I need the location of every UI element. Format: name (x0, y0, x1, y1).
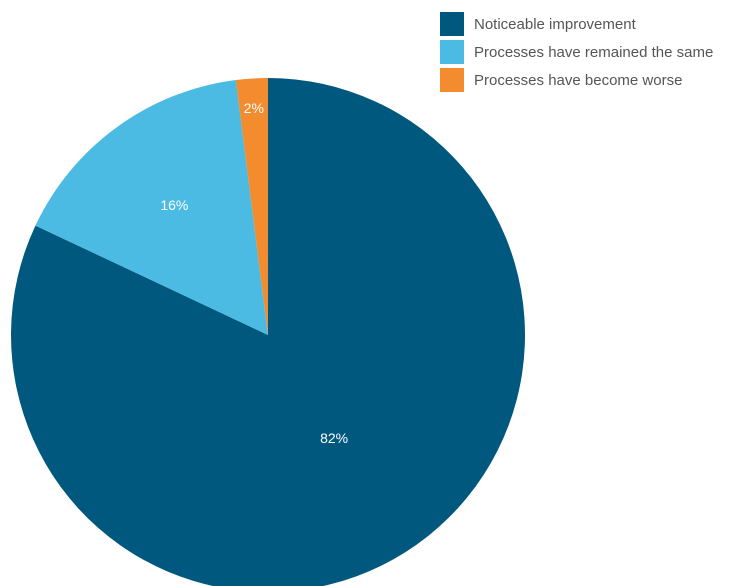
legend-swatch-noticeable-improvement (440, 12, 464, 36)
legend-item-become-worse: Processes have become worse (440, 68, 713, 92)
pie-slices (11, 78, 525, 586)
pie-slice-become-worse (235, 78, 268, 335)
slice-label-2: 2% (244, 100, 264, 116)
legend-item-remained-same: Processes have remained the same (440, 40, 713, 64)
pie-slice-noticeable-improvement (11, 78, 525, 586)
legend-swatch-become-worse (440, 68, 464, 92)
legend-label-remained-same: Processes have remained the same (474, 43, 714, 61)
pie-slice-remained-same (35, 80, 269, 335)
legend-item-noticeable-improvement: Noticeable improvement (440, 12, 713, 36)
slice-label-82: 82% (320, 430, 348, 446)
legend-label-noticeable-improvement: Noticeable improvement (474, 15, 636, 33)
chart-legend: Noticeable improvement Processes have re… (440, 12, 713, 96)
slice-label-16: 16% (160, 197, 188, 213)
legend-label-become-worse: Processes have become worse (474, 71, 683, 89)
pie-value-labels: 82% 16% 2% (160, 100, 348, 446)
legend-swatch-remained-same (440, 40, 464, 64)
